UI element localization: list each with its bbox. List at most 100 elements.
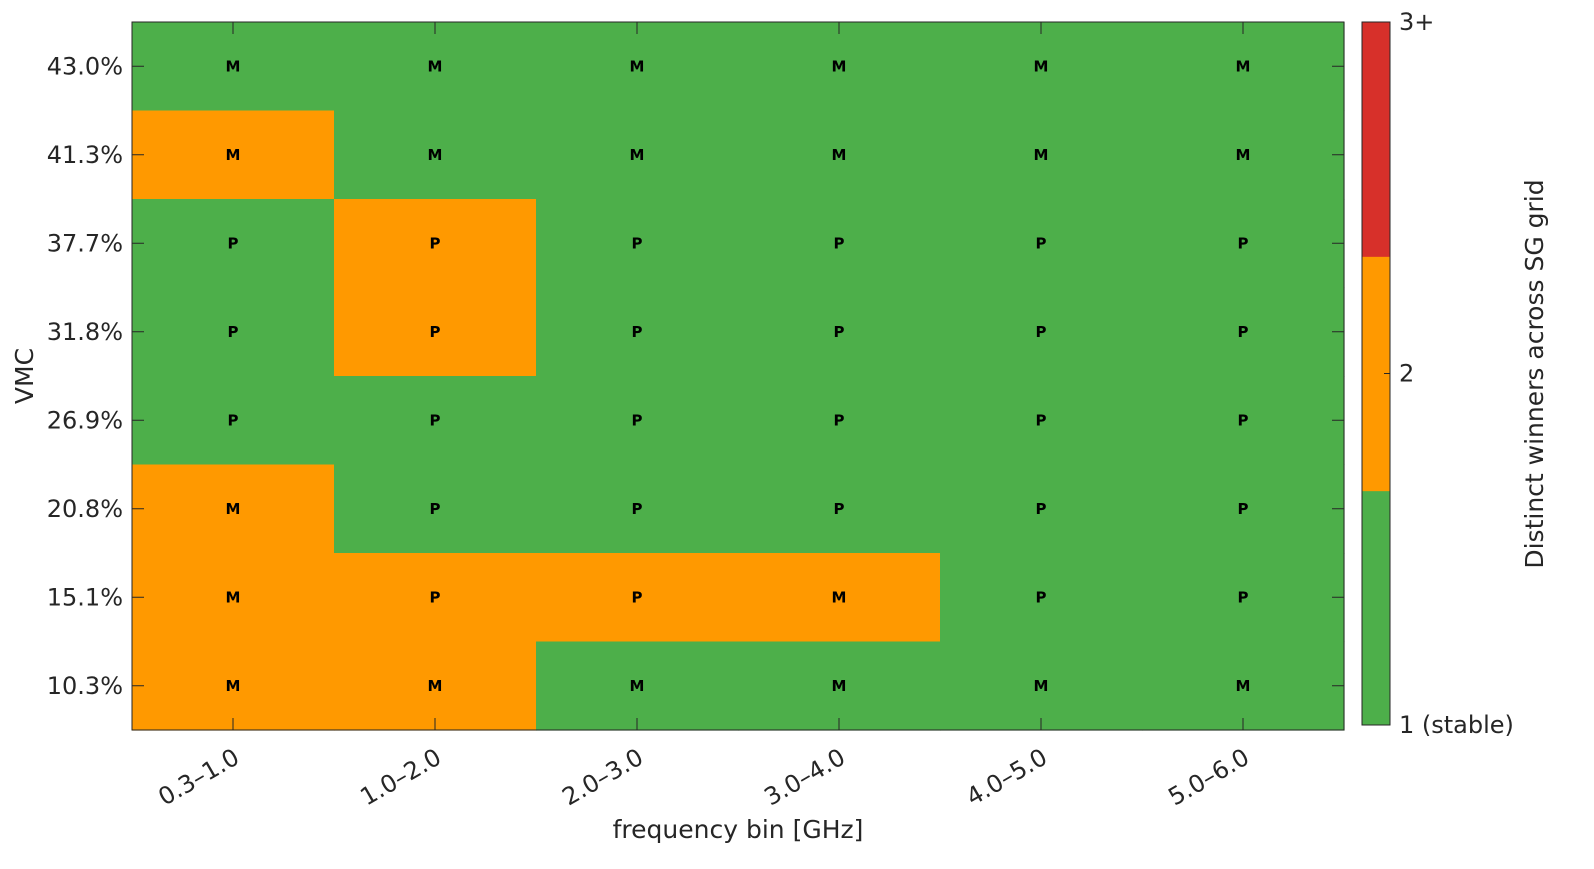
- heatmap-cell-label: P: [1238, 323, 1249, 341]
- heatmap-cell: [536, 464, 739, 554]
- heatmap-cell-label: M: [1034, 57, 1049, 75]
- heatmap-cell-label: P: [1238, 234, 1249, 252]
- heatmap-cell-label: M: [630, 677, 645, 695]
- heatmap-cell: [738, 464, 941, 554]
- heatmap-cell: [940, 199, 1143, 289]
- heatmap-cell: [132, 641, 335, 731]
- heatmap-cell: [536, 376, 739, 466]
- heatmap-cell-label: P: [228, 323, 239, 341]
- heatmap-cell: [334, 287, 537, 377]
- heatmap-cell-label: P: [1238, 411, 1249, 429]
- heatmap-cell-label: P: [834, 500, 845, 518]
- heatmap-cell: [536, 199, 739, 289]
- heatmap-cell: [940, 464, 1143, 554]
- y-tick-label: 41.3%: [47, 141, 123, 169]
- heatmap-cell: [1142, 553, 1345, 643]
- heatmap-cell-label: M: [630, 146, 645, 164]
- colorbar-tick-label: 3+: [1399, 8, 1434, 36]
- x-axis-title: frequency bin [GHz]: [613, 815, 864, 844]
- heatmap-cell: [132, 199, 335, 289]
- heatmap-cell: [1142, 464, 1345, 554]
- heatmap-cell-label: P: [430, 588, 441, 606]
- heatmap-cell: [334, 641, 537, 731]
- heatmap-cell: [738, 199, 941, 289]
- heatmap-cell: [1142, 287, 1345, 377]
- y-tick-label: 10.3%: [47, 672, 123, 700]
- heatmap-cell-label: M: [226, 588, 241, 606]
- heatmap-cell: [132, 553, 335, 643]
- heatmap-cells: [132, 22, 1345, 731]
- y-tick-label: 37.7%: [47, 229, 123, 257]
- colorbar-title: Distinct winners across SG grid: [1520, 179, 1549, 568]
- heatmap-cell: [132, 376, 335, 466]
- heatmap-cell-label: M: [1034, 146, 1049, 164]
- heatmap-cell-label: P: [1238, 588, 1249, 606]
- heatmap-cell: [1142, 110, 1345, 200]
- heatmap-cell-label: M: [832, 57, 847, 75]
- heatmap-cell: [132, 22, 335, 112]
- heatmap-cell-label: M: [1236, 146, 1251, 164]
- heatmap-cell-label: P: [834, 411, 845, 429]
- heatmap-cell: [536, 22, 739, 112]
- heatmap-cell: [738, 376, 941, 466]
- heatmap-cell-label: M: [428, 146, 443, 164]
- heatmap-cell: [132, 287, 335, 377]
- y-tick-label: 15.1%: [47, 583, 123, 611]
- heatmap-cell-label: P: [632, 500, 643, 518]
- heatmap-cell-label: P: [1036, 500, 1047, 518]
- heatmap-cell: [738, 22, 941, 112]
- heatmap-cell-label: P: [632, 588, 643, 606]
- heatmap-cell: [940, 641, 1143, 731]
- heatmap-cell: [1142, 376, 1345, 466]
- heatmap-cell-label: P: [430, 500, 441, 518]
- heatmap-cell-label: P: [632, 234, 643, 252]
- heatmap-cell: [536, 287, 739, 377]
- y-tick-label: 26.9%: [47, 406, 123, 434]
- y-tick-label: 20.8%: [47, 495, 123, 523]
- colorbar: 1 (stable) 2 3+: [1361, 8, 1514, 739]
- x-tick-label: 2.0–3.0: [557, 743, 648, 811]
- heatmap-cell: [1142, 22, 1345, 112]
- heatmap-cell-label: P: [1036, 411, 1047, 429]
- heatmap-cell-label: M: [832, 146, 847, 164]
- heatmap-cell: [940, 376, 1143, 466]
- colorbar-tick-label: 2: [1399, 360, 1414, 388]
- heatmap-cell-label: P: [430, 323, 441, 341]
- heatmap-cell: [738, 110, 941, 200]
- x-tick-label: 4.0–5.0: [961, 743, 1052, 811]
- heatmap-cell-labels: M M M M M M M M M M M M P P P P P P P P P P P P P P P P P P M P P P P P M P P M…: [226, 57, 1251, 695]
- heatmap-cell-label: M: [832, 588, 847, 606]
- heatmap-cell-label: P: [834, 323, 845, 341]
- heatmap-cell: [940, 110, 1143, 200]
- x-tick-label: 0.3–1.0: [153, 743, 244, 811]
- heatmap-cell: [940, 287, 1143, 377]
- heatmap-cell: [940, 553, 1143, 643]
- heatmap-cell-label: P: [834, 234, 845, 252]
- heatmap-cell: [536, 553, 739, 643]
- heatmap-cell-label: M: [832, 677, 847, 695]
- plot-frame: [131, 21, 1345, 731]
- heatmap-cell-label: M: [226, 677, 241, 695]
- heatmap-cell: [334, 110, 537, 200]
- heatmap-cell-label: M: [428, 677, 443, 695]
- heatmap-cell: [738, 287, 941, 377]
- heatmap-cell: [334, 199, 537, 289]
- heatmap-cell: [536, 641, 739, 731]
- heatmap-cell-label: P: [1036, 323, 1047, 341]
- x-tick-label: 1.0–2.0: [355, 743, 446, 811]
- heatmap-cell: [1142, 641, 1345, 731]
- y-tick-label: 31.8%: [47, 318, 123, 346]
- heatmap-cell-label: P: [430, 411, 441, 429]
- colorbar-segment: [1362, 490, 1390, 726]
- colorbar-segment: [1362, 22, 1390, 257]
- heatmap-cell-label: P: [430, 234, 441, 252]
- heatmap-cell: [536, 110, 739, 200]
- heatmap-cell-label: M: [428, 57, 443, 75]
- heatmap-cell-label: M: [630, 57, 645, 75]
- heatmap-cell-label: P: [1036, 588, 1047, 606]
- heatmap-cell: [940, 22, 1143, 112]
- heatmap-cell-label: M: [226, 57, 241, 75]
- heatmap-cell: [738, 553, 941, 643]
- heatmap-cell-label: M: [1236, 57, 1251, 75]
